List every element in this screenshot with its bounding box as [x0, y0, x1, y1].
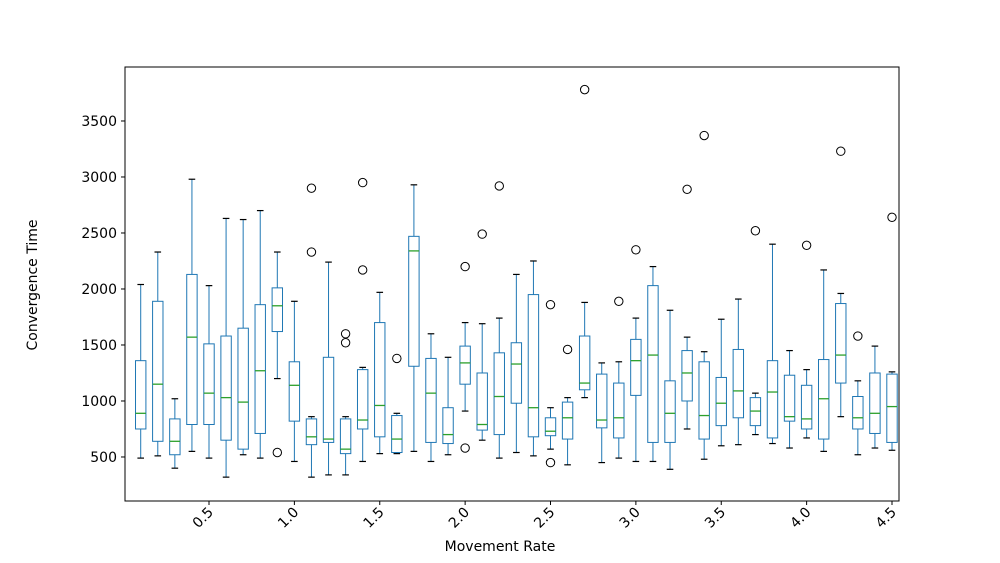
y-tick-label: 1000	[81, 394, 117, 410]
box-group-2.8	[596, 362, 608, 464]
outlier-point	[853, 331, 863, 341]
box-group-0.1	[135, 283, 147, 459]
box-group-3.5	[715, 318, 727, 447]
box-group-2.1	[476, 229, 488, 441]
box-group-0.6	[220, 217, 232, 478]
box-group-1.8	[425, 333, 437, 463]
outlier-point	[562, 344, 573, 355]
outlier-point	[392, 353, 402, 364]
box-group-4.5	[886, 212, 898, 451]
box-group-3.3	[681, 184, 693, 430]
box-group-1.6	[391, 353, 403, 455]
box-group-0.5	[203, 285, 215, 459]
box-group-1	[288, 300, 301, 463]
y-tick-label: 3500	[81, 114, 117, 130]
box-group-1.9	[442, 356, 454, 456]
y-tick-label: 2500	[81, 226, 117, 242]
x-tick-label: 1.0	[275, 505, 302, 532]
outlier-point	[460, 261, 470, 272]
box-group-0.9	[271, 251, 284, 458]
x-axis-label: Movement Rate	[444, 539, 556, 555]
box-group-3.1	[647, 265, 659, 463]
x-tick-label: 2.5	[531, 505, 558, 532]
box-group-4.2	[835, 146, 847, 418]
outlier-point	[306, 183, 317, 193]
outlier-point	[631, 245, 641, 255]
outlier-point	[340, 338, 351, 348]
outlier-point	[750, 226, 761, 236]
box-group-3.2	[664, 309, 676, 470]
outlier-point	[477, 229, 487, 239]
outlier-point	[699, 130, 709, 141]
y-tick-label: 3000	[81, 170, 117, 186]
box-group-1.5	[374, 291, 386, 455]
box-group-2.5	[544, 299, 557, 468]
outlier-point	[357, 265, 368, 275]
y-tick-label: 500	[90, 450, 117, 466]
box-group-0.8	[254, 209, 266, 459]
box-group-2.3	[510, 273, 523, 454]
x-tick-label: 4.0	[787, 505, 814, 532]
box-group-3.7	[749, 226, 762, 436]
box-group-2.2	[493, 181, 505, 459]
box-group-3.4	[698, 130, 710, 460]
box-group-3	[630, 245, 642, 463]
outlier-point	[545, 299, 556, 310]
outlier-point	[579, 84, 590, 95]
box-group-1.2	[322, 261, 335, 476]
box-group-0.7	[237, 218, 249, 456]
x-tick-label: 0.5	[190, 505, 217, 532]
outlier-point	[614, 296, 624, 307]
box-group-2	[459, 261, 471, 453]
box-group-0.4	[186, 178, 198, 452]
box-group-1.4	[356, 177, 369, 463]
box-group-1.1	[305, 183, 318, 478]
outlier-point	[340, 329, 351, 339]
x-tick-label: 4.5	[873, 505, 900, 532]
box-group-1.3	[339, 329, 352, 476]
outlier-point	[272, 447, 283, 458]
box-group-3.6	[732, 298, 745, 446]
outlier-point	[887, 212, 897, 223]
outlier-point	[306, 247, 317, 257]
box-group-4.3	[852, 331, 864, 456]
box-group-4.4	[869, 345, 881, 449]
box-group-2.4	[527, 260, 540, 457]
outlier-point	[836, 146, 846, 156]
box-group-3.8	[766, 243, 779, 445]
box-group-2.6	[561, 344, 574, 466]
box-group-4.1	[818, 269, 830, 452]
y-axis-label: Convergence Time	[25, 219, 41, 351]
box-group-2.7	[578, 84, 591, 399]
x-tick-label: 1.5	[361, 505, 388, 532]
outlier-point	[460, 443, 470, 453]
outlier-point	[801, 240, 812, 251]
x-tick-label: 2.0	[446, 505, 473, 532]
box-group-0.3	[169, 398, 181, 469]
outlier-point	[494, 181, 504, 191]
outlier-point	[545, 457, 556, 468]
y-tick-label: 1500	[81, 338, 117, 354]
y-tick-label: 2000	[81, 282, 117, 298]
x-tick-label: 3.0	[617, 505, 644, 532]
box-group-0.2	[152, 251, 164, 457]
x-tick-label: 3.5	[702, 505, 729, 532]
outlier-point	[357, 177, 368, 188]
box-group-2.9	[613, 296, 625, 459]
outlier-point	[682, 184, 692, 195]
box-group-4	[800, 240, 813, 439]
box-group-1.7	[408, 184, 420, 452]
box-group-3.9	[783, 349, 796, 449]
